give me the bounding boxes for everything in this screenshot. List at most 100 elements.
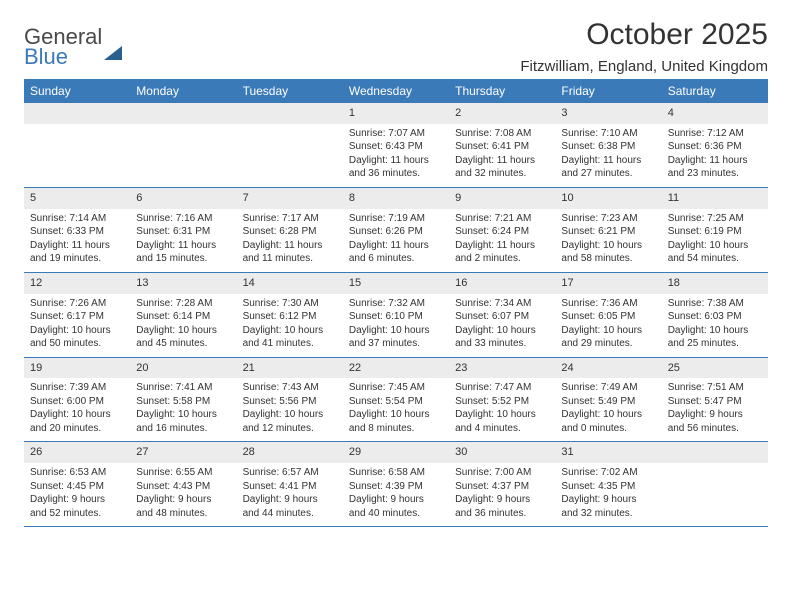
- day-body: Sunrise: 6:53 AMSunset: 4:45 PMDaylight:…: [24, 463, 130, 526]
- day-cell: 29Sunrise: 6:58 AMSunset: 4:39 PMDayligh…: [343, 442, 449, 526]
- day-cell: [130, 103, 236, 187]
- day-number: 31: [555, 442, 661, 463]
- day-body: Sunrise: 7:39 AMSunset: 6:00 PMDaylight:…: [24, 378, 130, 441]
- day-number: 29: [343, 442, 449, 463]
- day-sunrise: Sunrise: 7:17 AM: [243, 212, 337, 226]
- day-sunrise: Sunrise: 7:51 AM: [668, 381, 762, 395]
- day-body: Sunrise: 7:19 AMSunset: 6:26 PMDaylight:…: [343, 209, 449, 272]
- day-body: Sunrise: 6:55 AMSunset: 4:43 PMDaylight:…: [130, 463, 236, 526]
- day-daylight2: and 36 minutes.: [349, 167, 443, 181]
- day-body: Sunrise: 7:02 AMSunset: 4:35 PMDaylight:…: [555, 463, 661, 526]
- day-daylight1: Daylight: 10 hours: [349, 324, 443, 338]
- day-sunrise: Sunrise: 7:30 AM: [243, 297, 337, 311]
- day-cell: [24, 103, 130, 187]
- day-body: Sunrise: 7:23 AMSunset: 6:21 PMDaylight:…: [555, 209, 661, 272]
- day-sunset: Sunset: 6:00 PM: [30, 395, 124, 409]
- day-cell: 13Sunrise: 7:28 AMSunset: 6:14 PMDayligh…: [130, 273, 236, 357]
- day-sunrise: Sunrise: 7:16 AM: [136, 212, 230, 226]
- week-row: 1Sunrise: 7:07 AMSunset: 6:43 PMDaylight…: [24, 103, 768, 188]
- day-number: 30: [449, 442, 555, 463]
- day-number: 25: [662, 358, 768, 379]
- day-cell: [662, 442, 768, 526]
- day-daylight1: Daylight: 10 hours: [668, 324, 762, 338]
- day-sunset: Sunset: 4:35 PM: [561, 480, 655, 494]
- day-cell: 18Sunrise: 7:38 AMSunset: 6:03 PMDayligh…: [662, 273, 768, 357]
- day-sunset: Sunset: 6:21 PM: [561, 225, 655, 239]
- day-sunrise: Sunrise: 7:38 AM: [668, 297, 762, 311]
- day-cell: 26Sunrise: 6:53 AMSunset: 4:45 PMDayligh…: [24, 442, 130, 526]
- day-body: Sunrise: 7:10 AMSunset: 6:38 PMDaylight:…: [555, 124, 661, 187]
- day-cell: 15Sunrise: 7:32 AMSunset: 6:10 PMDayligh…: [343, 273, 449, 357]
- day-daylight1: Daylight: 11 hours: [136, 239, 230, 253]
- day-body: Sunrise: 7:16 AMSunset: 6:31 PMDaylight:…: [130, 209, 236, 272]
- day-daylight2: and 16 minutes.: [136, 422, 230, 436]
- week-row: 26Sunrise: 6:53 AMSunset: 4:45 PMDayligh…: [24, 442, 768, 527]
- day-daylight2: and 12 minutes.: [243, 422, 337, 436]
- day-daylight2: and 54 minutes.: [668, 252, 762, 266]
- day-header-tuesday: Tuesday: [237, 79, 343, 103]
- day-cell: [237, 103, 343, 187]
- day-sunrise: Sunrise: 7:00 AM: [455, 466, 549, 480]
- day-sunrise: Sunrise: 7:34 AM: [455, 297, 549, 311]
- day-sunrise: Sunrise: 7:23 AM: [561, 212, 655, 226]
- day-daylight2: and 37 minutes.: [349, 337, 443, 351]
- day-number: 1: [343, 103, 449, 124]
- day-body: Sunrise: 7:00 AMSunset: 4:37 PMDaylight:…: [449, 463, 555, 526]
- day-header-sunday: Sunday: [24, 79, 130, 103]
- day-cell: 1Sunrise: 7:07 AMSunset: 6:43 PMDaylight…: [343, 103, 449, 187]
- day-body: Sunrise: 7:34 AMSunset: 6:07 PMDaylight:…: [449, 294, 555, 357]
- month-title: October 2025: [520, 18, 768, 52]
- day-number: [662, 442, 768, 463]
- day-sunset: Sunset: 6:41 PM: [455, 140, 549, 154]
- day-body: Sunrise: 7:32 AMSunset: 6:10 PMDaylight:…: [343, 294, 449, 357]
- week-row: 19Sunrise: 7:39 AMSunset: 6:00 PMDayligh…: [24, 358, 768, 443]
- day-cell: 27Sunrise: 6:55 AMSunset: 4:43 PMDayligh…: [130, 442, 236, 526]
- day-daylight1: Daylight: 10 hours: [30, 324, 124, 338]
- header: General Blue October 2025 Fitzwilliam, E…: [24, 18, 768, 75]
- day-header-thursday: Thursday: [449, 79, 555, 103]
- day-daylight2: and 25 minutes.: [668, 337, 762, 351]
- day-daylight1: Daylight: 11 hours: [30, 239, 124, 253]
- day-daylight1: Daylight: 11 hours: [668, 154, 762, 168]
- day-sunrise: Sunrise: 7:39 AM: [30, 381, 124, 395]
- day-sunrise: Sunrise: 7:26 AM: [30, 297, 124, 311]
- logo-triangle-icon: [104, 29, 122, 60]
- day-body: Sunrise: 7:12 AMSunset: 6:36 PMDaylight:…: [662, 124, 768, 187]
- day-sunrise: Sunrise: 7:14 AM: [30, 212, 124, 226]
- day-sunset: Sunset: 5:52 PM: [455, 395, 549, 409]
- day-cell: 25Sunrise: 7:51 AMSunset: 5:47 PMDayligh…: [662, 358, 768, 442]
- day-number: 4: [662, 103, 768, 124]
- day-sunset: Sunset: 5:49 PM: [561, 395, 655, 409]
- day-body: Sunrise: 7:17 AMSunset: 6:28 PMDaylight:…: [237, 209, 343, 272]
- day-daylight2: and 19 minutes.: [30, 252, 124, 266]
- day-number: 28: [237, 442, 343, 463]
- day-daylight1: Daylight: 9 hours: [668, 408, 762, 422]
- day-sunrise: Sunrise: 7:02 AM: [561, 466, 655, 480]
- day-sunset: Sunset: 5:56 PM: [243, 395, 337, 409]
- day-body: Sunrise: 7:36 AMSunset: 6:05 PMDaylight:…: [555, 294, 661, 357]
- day-sunrise: Sunrise: 7:10 AM: [561, 127, 655, 141]
- day-cell: 20Sunrise: 7:41 AMSunset: 5:58 PMDayligh…: [130, 358, 236, 442]
- day-header-wednesday: Wednesday: [343, 79, 449, 103]
- day-daylight1: Daylight: 9 hours: [349, 493, 443, 507]
- day-sunrise: Sunrise: 7:25 AM: [668, 212, 762, 226]
- day-sunrise: Sunrise: 7:28 AM: [136, 297, 230, 311]
- day-daylight2: and 45 minutes.: [136, 337, 230, 351]
- day-daylight1: Daylight: 9 hours: [561, 493, 655, 507]
- day-sunset: Sunset: 6:36 PM: [668, 140, 762, 154]
- day-sunrise: Sunrise: 6:55 AM: [136, 466, 230, 480]
- calendar-grid: Sunday Monday Tuesday Wednesday Thursday…: [24, 79, 768, 527]
- day-number: 15: [343, 273, 449, 294]
- day-body: Sunrise: 7:49 AMSunset: 5:49 PMDaylight:…: [555, 378, 661, 441]
- day-number: 18: [662, 273, 768, 294]
- day-daylight1: Daylight: 11 hours: [349, 239, 443, 253]
- day-body: Sunrise: 7:26 AMSunset: 6:17 PMDaylight:…: [24, 294, 130, 357]
- day-cell: 3Sunrise: 7:10 AMSunset: 6:38 PMDaylight…: [555, 103, 661, 187]
- day-number: 2: [449, 103, 555, 124]
- day-number: 19: [24, 358, 130, 379]
- day-daylight2: and 33 minutes.: [455, 337, 549, 351]
- day-daylight1: Daylight: 10 hours: [455, 324, 549, 338]
- day-sunset: Sunset: 4:41 PM: [243, 480, 337, 494]
- day-body: Sunrise: 7:14 AMSunset: 6:33 PMDaylight:…: [24, 209, 130, 272]
- day-cell: 28Sunrise: 6:57 AMSunset: 4:41 PMDayligh…: [237, 442, 343, 526]
